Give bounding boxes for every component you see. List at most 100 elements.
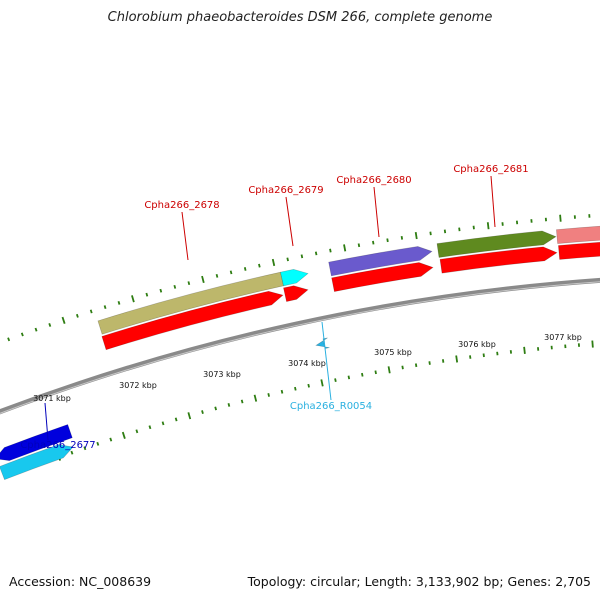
cds-block-cpha266_2681[interactable] [439,246,558,274]
tick-mark [227,403,231,407]
scale-label: 3073 kbp [203,370,241,379]
tick-mark [414,231,418,240]
tick-mark [187,412,192,420]
tick-mark [591,340,594,348]
tick-mark [357,243,361,248]
feature-labels[interactable]: Cpha266_2677 Cpha266_2678 Cpha266_2679 Cpha… [20,164,528,451]
tick-mark [201,275,205,284]
tick-mark [7,337,11,342]
feature-tracks[interactable] [0,225,600,481]
tick-mark [253,394,258,402]
tick-mark [121,431,126,439]
label-leader-line [490,175,496,228]
tick-mark [414,363,418,368]
cds-block-cpha266_2678[interactable] [101,290,284,351]
topology-summary: Topology: circular; Length: 3,133,902 bp… [247,574,591,589]
feature-label-cpha266_2680[interactable]: Cpha266_2680 [336,175,411,186]
tick-mark [280,389,284,394]
tick-mark [161,421,165,426]
tick-mark [307,383,310,388]
tick-mark [214,406,218,411]
feature-label-cpha266_2681[interactable]: Cpha266_2681 [453,164,528,175]
feature-block-cpha266_2682[interactable] [556,225,600,244]
tick-mark [131,295,135,303]
tick-mark [559,214,562,222]
tick-mark [89,309,93,314]
tick-mark [361,372,364,377]
scale-label: 3076 kbp [458,340,496,349]
cds-block-cpha266_2677[interactable] [0,444,74,481]
feature-label-cpha266_r0054[interactable]: Cpha266_R0054 [290,401,372,412]
label-leader-line [181,211,189,261]
tick-mark [334,378,337,382]
tick-mark [173,284,177,289]
tick-mark [329,248,332,253]
tick-mark [486,222,490,230]
tick-mark [34,327,38,332]
label-leader-line [321,321,332,401]
feature-label-cpha266_2679[interactable]: Cpha266_2679 [248,185,323,196]
tick-mark [148,425,152,430]
tick-mark [523,346,526,354]
tick-mark [20,332,24,337]
tick-mark [314,251,318,256]
tick-mark [135,429,139,434]
feature-block-cpha266_2677[interactable] [0,424,73,461]
scale-label: 3072 kbp [119,381,157,390]
tick-mark [441,359,445,363]
label-leader-line [373,186,380,238]
tick-mark [83,446,87,451]
tick-mark [159,288,163,293]
backbone-arc [0,277,600,415]
tick-mark [215,273,219,278]
feature-block-cpha266_2681[interactable] [436,230,557,258]
accession-text: Accession: NC_008639 [9,574,152,589]
tick-mark [267,393,270,397]
tick-mark [109,437,113,442]
scale-label: 3074 kbp [288,359,326,368]
tick-mark [240,399,244,404]
tick-mark [145,292,149,297]
tick-mark [400,235,404,240]
tick-mark [258,263,261,268]
cds-block-cpha266_2682[interactable] [558,241,600,260]
tick-mark [401,365,404,370]
feature-block-cpha266_2678[interactable] [97,271,284,335]
tick-mark [300,254,304,259]
tick-mark [347,375,351,380]
tick-mark [61,316,66,324]
tick-mark [271,258,276,267]
tick-mark [75,313,79,318]
label-leader-line [285,196,294,247]
label-leader-line [44,402,49,441]
backbone-highlight [0,281,600,414]
tick-mark [70,450,74,455]
tick-mark [429,231,432,236]
tick-mark [229,270,233,275]
tick-mark [201,410,204,414]
feature-label-cpha266_2677[interactable]: Cpha266_2677 [20,440,95,451]
tick-mark [103,305,107,310]
feature-block-cpha266_2680[interactable] [328,246,433,277]
feature-block-cpha266_r0054[interactable] [315,337,330,349]
feature-block-cpha266_2679[interactable] [280,269,309,287]
scale-label: 3077 kbp [544,333,582,342]
cds-block-cpha266_2679[interactable] [283,285,309,302]
scale-label: 3071 kbp [33,394,71,403]
tick-mark [96,441,100,446]
scale-labels: 3071 kbp 3072 kbp 3073 kbp 3074 kbp 3075 kbp… [33,333,582,403]
genome-backbone [0,277,600,415]
tick-mark [455,355,459,363]
cds-block-cpha266_2680[interactable] [331,262,434,292]
tick-mark [386,238,389,243]
tick-mark [372,240,375,245]
tick-mark [243,267,247,271]
tick-mark [117,300,121,305]
tick-mark [48,323,52,327]
tick-mark [320,379,324,387]
tick-mark [343,244,347,252]
tick-mark [387,366,391,374]
feature-label-cpha266_2678[interactable]: Cpha266_2678 [144,200,219,211]
tick-mark [187,281,191,286]
